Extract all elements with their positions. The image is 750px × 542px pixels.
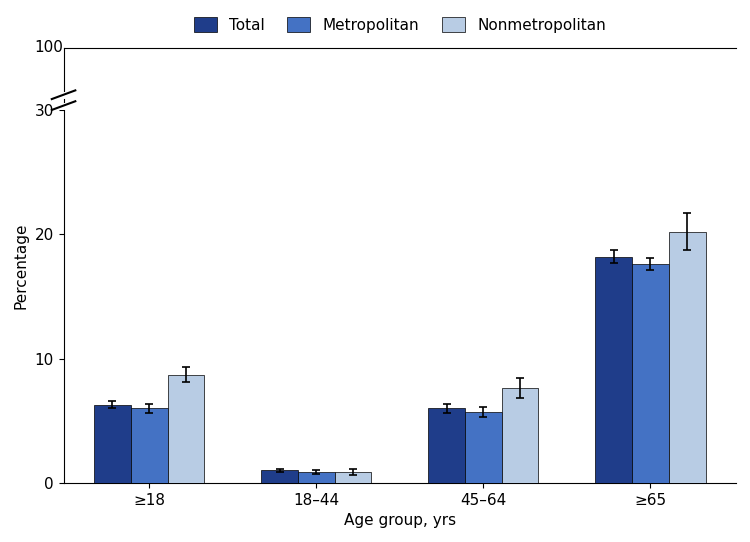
Bar [596, 257, 632, 483]
Y-axis label: Percentage: Percentage [14, 222, 29, 308]
Bar [130, 408, 167, 483]
Bar [334, 472, 371, 483]
Text: 100: 100 [34, 41, 63, 55]
Bar [428, 408, 465, 483]
X-axis label: Age group, yrs: Age group, yrs [344, 513, 456, 528]
Bar [669, 232, 706, 483]
Bar [261, 470, 298, 483]
Bar [298, 472, 334, 483]
Bar [465, 412, 502, 483]
Bar [632, 264, 669, 483]
Legend: Total, Metropolitan, Nonmetropolitan: Total, Metropolitan, Nonmetropolitan [189, 12, 610, 37]
Bar [167, 375, 204, 483]
Bar [94, 404, 130, 483]
Bar [502, 389, 538, 483]
